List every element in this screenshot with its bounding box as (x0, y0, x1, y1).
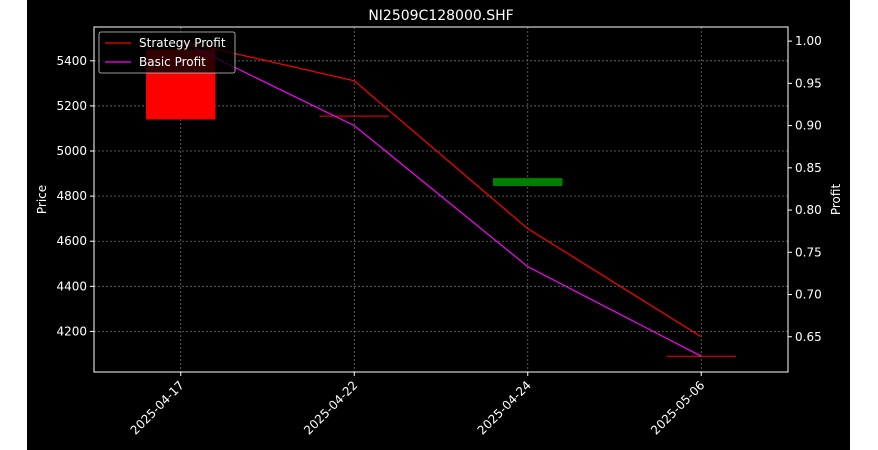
legend: Strategy Profit Basic Profit (98, 31, 236, 74)
x-tick-label: 2025-05-06 (648, 378, 707, 437)
y2-tick-label: 0.80 (795, 203, 822, 217)
y-tick-label: 5200 (56, 99, 87, 113)
series-line (180, 40, 702, 338)
series-line (180, 40, 702, 357)
y-tick-label: 4800 (56, 189, 87, 203)
y-tick-label: 4200 (56, 324, 87, 338)
legend-label: Basic Profit (139, 55, 206, 69)
chart-svg: NI2509C128000.SHF Price Profit 4200 4400 4… (35, 8, 843, 437)
y2-axis-label: Profit (829, 184, 843, 216)
candle (493, 178, 563, 186)
legend-label: Strategy Profit (139, 36, 226, 50)
y2-tick-label: 1.00 (795, 34, 822, 48)
y-tick-label: 5400 (56, 54, 87, 68)
legend-box (98, 31, 236, 74)
plot-frame (93, 26, 789, 373)
candles (146, 49, 736, 357)
series-lines (180, 40, 702, 357)
x-tick-label: 2025-04-17 (128, 378, 187, 437)
x-tick-label: 2025-04-22 (301, 378, 360, 437)
y-tick-label: 5000 (56, 144, 87, 158)
y-axis-label: Price (35, 185, 49, 214)
y-tick-label: 4400 (56, 279, 87, 293)
y2-tick-label: 0.75 (795, 245, 822, 259)
chart-figure: NI2509C128000.SHF Price Profit 4200 4400 4… (27, 0, 850, 450)
y2-tick-label: 0.65 (795, 330, 822, 344)
y2-tick-label: 0.70 (795, 288, 822, 302)
y2-tick-label: 0.85 (795, 161, 822, 175)
y-tick-label: 4600 (56, 234, 87, 248)
y2-tick-label: 0.90 (795, 119, 822, 133)
chart-title: NI2509C128000.SHF (368, 8, 513, 24)
x-tick-label: 2025-04-24 (475, 378, 534, 437)
y2-tick-label: 0.95 (795, 76, 822, 90)
